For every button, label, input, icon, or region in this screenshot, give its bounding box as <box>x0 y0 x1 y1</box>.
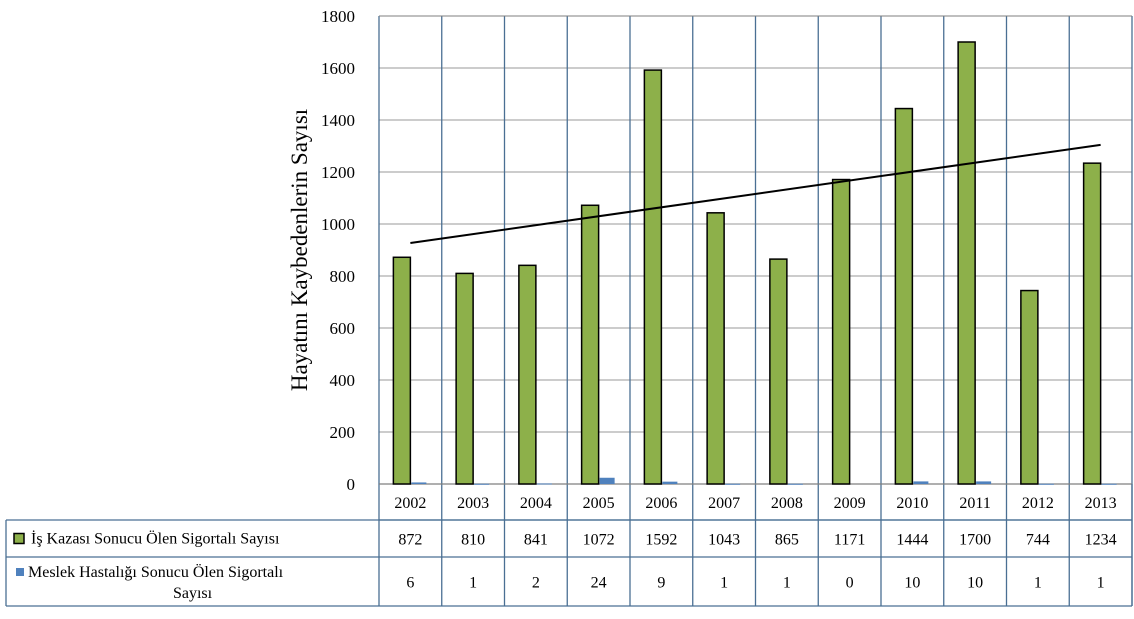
legend-label-meslek-line1: Meslek Hastalığı Sonucu Ölen Sigortalı <box>28 563 284 581</box>
bar-is-kazasi <box>518 264 537 485</box>
bar-is-kazasi <box>1082 162 1102 485</box>
data-label-meslek: 1 <box>783 575 791 592</box>
x-tick-label: 2003 <box>457 495 489 512</box>
bar-is-kazasi <box>706 212 725 485</box>
x-tick-label: 2013 <box>1085 495 1117 512</box>
bar-meslek-hastaligi <box>913 481 929 484</box>
data-label-is-kazasi: 841 <box>524 532 548 549</box>
y-tick-label: 1400 <box>321 111 355 130</box>
x-tick-label: 2007 <box>708 495 740 512</box>
bar-is-kazasi <box>643 69 663 485</box>
data-label-meslek: 10 <box>904 575 920 592</box>
x-tick-label: 2012 <box>1022 495 1054 512</box>
x-tick-label: 2005 <box>583 495 615 512</box>
x-tick-label: 2010 <box>896 495 928 512</box>
data-label-meslek: 1 <box>1097 575 1105 592</box>
x-tick-label: 2006 <box>645 495 677 512</box>
bar-is-kazasi <box>894 107 914 485</box>
bar-is-kazasi <box>957 41 976 485</box>
data-label-is-kazasi: 1592 <box>645 532 677 549</box>
data-label-is-kazasi: 872 <box>398 532 422 549</box>
data-label-is-kazasi: 744 <box>1026 532 1050 549</box>
data-label-meslek: 2 <box>532 575 540 592</box>
trendline <box>410 143 1101 245</box>
data-label-is-kazasi: 1444 <box>896 532 928 549</box>
data-label-meslek: 10 <box>967 575 983 592</box>
data-label-is-kazasi: 1171 <box>834 532 865 549</box>
data-label-is-kazasi: 810 <box>461 532 485 549</box>
bars <box>392 41 1117 485</box>
data-label-meslek: 1 <box>720 575 728 592</box>
bar-is-kazasi <box>1020 289 1039 485</box>
y-tick-label: 1000 <box>321 215 355 234</box>
grid-lines <box>378 15 1133 606</box>
y-axis: 0 200 400 600 800 1000 1200 1400 1600 1800 <box>321 7 355 494</box>
x-tick-label: 2004 <box>520 495 552 512</box>
x-tick-label: 2002 <box>394 495 426 512</box>
y-tick-label: 400 <box>330 371 356 390</box>
legend-label-meslek-line2: Sayısı <box>173 585 213 602</box>
bar-meslek-hastaligi <box>725 483 741 485</box>
bar-meslek-hastaligi <box>1038 483 1054 485</box>
data-label-is-kazasi: 1700 <box>959 532 991 549</box>
data-label-meslek: 1 <box>1034 575 1042 592</box>
data-table: 2002 2003 2004 2005 2006 2007 2008 2009 2010 2011… <box>5 484 1133 607</box>
y-tick-label: 1600 <box>321 59 355 78</box>
legend-swatch-meslek <box>16 568 24 576</box>
y-tick-label: 800 <box>330 267 356 286</box>
bar-is-kazasi <box>392 256 412 485</box>
y-tick-label: 600 <box>330 319 356 338</box>
bar-meslek-hastaligi <box>599 477 615 484</box>
bar-is-kazasi <box>455 272 474 485</box>
data-label-meslek: 6 <box>406 575 414 592</box>
data-label-is-kazasi: 1072 <box>583 532 615 549</box>
x-tick-label: 2011 <box>959 495 990 512</box>
bar-meslek-hastaligi <box>787 483 803 485</box>
data-label-meslek: 1 <box>469 575 477 592</box>
data-label-meslek: 24 <box>591 575 607 592</box>
data-label-is-kazasi: 865 <box>775 532 799 549</box>
bar-is-kazasi <box>580 204 600 485</box>
x-tick-label: 2009 <box>834 495 866 512</box>
bar-meslek-hastaligi <box>474 483 490 485</box>
y-tick-label: 1800 <box>321 7 355 26</box>
bar-is-kazasi <box>831 178 851 485</box>
bar-is-kazasi <box>769 258 788 485</box>
bar-meslek-hastaligi <box>1101 483 1117 485</box>
y-tick-label: 0 <box>347 475 356 494</box>
x-tick-label: 2008 <box>771 495 803 512</box>
legend-swatch-is-kazasi <box>13 532 25 545</box>
y-tick-label: 1200 <box>321 163 355 182</box>
data-label-meslek: 0 <box>846 575 854 592</box>
data-label-meslek: 9 <box>657 575 665 592</box>
data-label-is-kazasi: 1043 <box>708 532 740 549</box>
trendline-line <box>410 143 1101 245</box>
y-tick-label: 200 <box>330 423 356 442</box>
legend-label-is-kazasi: İş Kazası Sonucu Ölen Sigortalı Sayısı <box>31 530 280 548</box>
data-label-is-kazasi: 1234 <box>1085 532 1117 549</box>
bar-meslek-hastaligi <box>662 481 678 484</box>
y-axis-label: Hayatını Kaybedenlerin Sayısı <box>287 109 312 391</box>
bar-meslek-hastaligi <box>536 483 552 485</box>
bar-meslek-hastaligi <box>976 481 992 484</box>
bar-meslek-hastaligi <box>411 482 427 484</box>
